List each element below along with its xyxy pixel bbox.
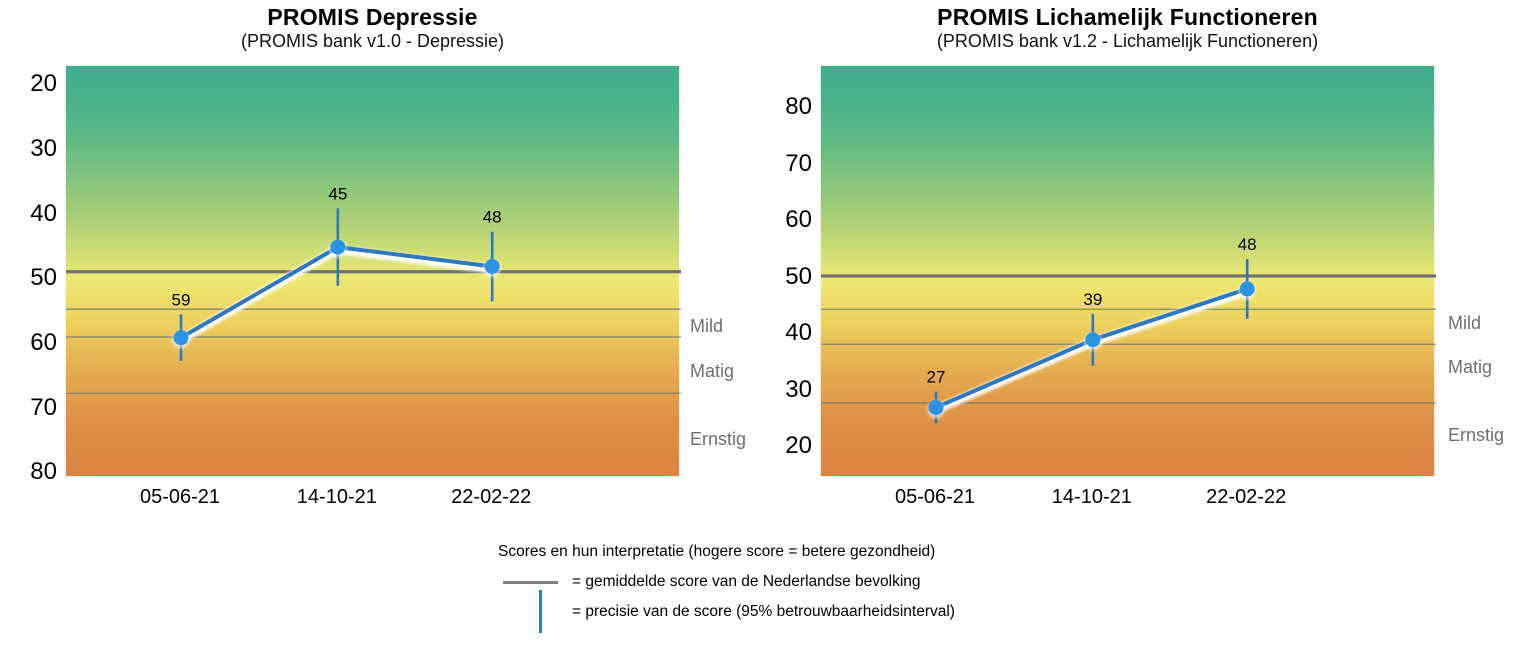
data-point-marker xyxy=(173,330,189,346)
y-axis-tick-label: 70 xyxy=(30,393,57,421)
y-axis-tick-label: 60 xyxy=(785,206,812,234)
x-axis-label: 14-10-21 xyxy=(296,486,377,508)
data-point-value-label: 27 xyxy=(927,368,946,387)
y-axis-tick-label: 80 xyxy=(30,458,57,486)
data-point-value-label: 45 xyxy=(328,184,347,203)
y-axis-tick-label: 80 xyxy=(785,93,812,121)
mean-line-swatch xyxy=(503,581,558,584)
chart-subtitle: (PROMIS bank v1.0 - Depressie) xyxy=(240,31,505,51)
data-point-marker xyxy=(1085,332,1101,348)
y-axis-tick-label: 70 xyxy=(785,149,812,177)
x-axis-label: 22-02-22 xyxy=(451,486,532,508)
data-point-value-label: 48 xyxy=(1238,235,1257,254)
x-axis-label: 22-02-22 xyxy=(1206,486,1287,508)
data-point-value-label: 59 xyxy=(172,290,191,309)
legend-ci-label: = precisie van de score (95% betrouwbaar… xyxy=(572,603,955,620)
y-axis-tick-label: 40 xyxy=(785,319,812,347)
severity-label: Ernstig xyxy=(690,429,747,450)
y-axis-tick-label: 50 xyxy=(785,262,812,290)
legend-mean-line-label: = gemiddelde score van de Nederlandse be… xyxy=(572,573,921,590)
legend-title: Scores en hun interpretatie (hogere scor… xyxy=(498,543,936,560)
severity-label: Matig xyxy=(1448,356,1493,377)
data-point-value-label: 48 xyxy=(483,208,502,227)
y-axis-tick-label: 60 xyxy=(30,329,57,357)
chart-title: PROMIS Depressie xyxy=(267,4,478,30)
data-point-marker xyxy=(330,239,346,255)
severity-label: Matig xyxy=(690,360,735,381)
chart-canvas: 59 45 48 xyxy=(66,184,681,394)
data-point-marker xyxy=(928,399,944,415)
data-point-marker xyxy=(1239,281,1255,297)
severity-label: Mild xyxy=(1448,312,1482,333)
severity-label: Ernstig xyxy=(1448,425,1505,446)
chart-canvas: 27 39 48 xyxy=(821,235,1436,426)
severity-label: Mild xyxy=(690,316,724,337)
y-axis-tick-label: 30 xyxy=(30,135,57,163)
x-axis-label: 05-06-21 xyxy=(139,486,221,508)
x-axis-label: 14-10-21 xyxy=(1051,486,1132,508)
y-axis-tick-label: 40 xyxy=(30,199,57,227)
physical-function-plot-area: 27 39 48 xyxy=(820,65,1436,477)
chart-title: PROMIS Lichamelijk Functioneren xyxy=(937,4,1318,30)
y-axis-tick-label: 20 xyxy=(30,70,57,98)
data-point-marker xyxy=(484,259,500,275)
y-axis-tick-label: 50 xyxy=(30,264,57,292)
y-axis-tick-label: 30 xyxy=(785,375,812,403)
x-axis-label: 05-06-21 xyxy=(894,486,976,508)
y-axis-tick-label: 20 xyxy=(785,431,812,459)
depression-plot-area: 59 45 48 xyxy=(65,65,681,477)
data-point-value-label: 39 xyxy=(1083,290,1102,309)
confidence-interval-swatch xyxy=(539,590,542,633)
chart-subtitle: (PROMIS bank v1.2 - Lichamelijk Function… xyxy=(936,31,1319,51)
